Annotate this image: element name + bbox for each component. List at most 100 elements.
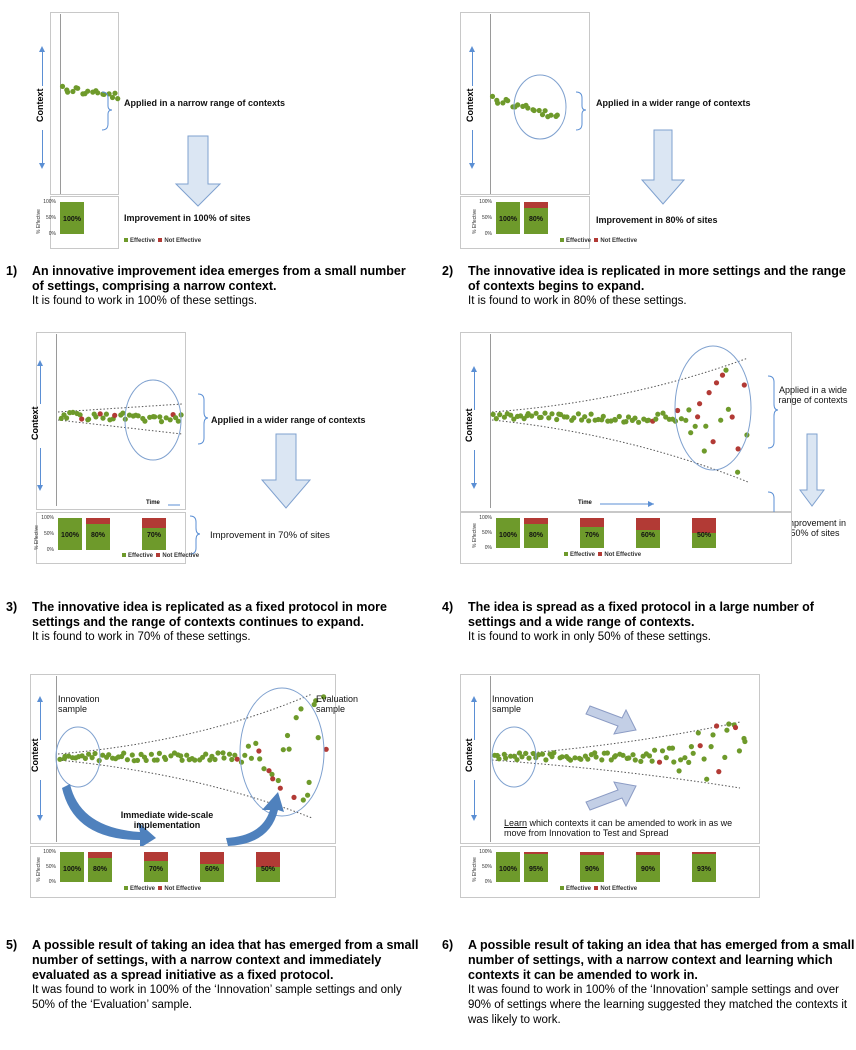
dot-effective [579,417,585,423]
dot-effective [86,751,92,757]
dot-effective [173,415,179,421]
dot-effective [660,410,666,416]
dot-effective [592,750,598,756]
bar-effective [636,855,660,882]
dot-effective [238,759,245,765]
down-arrow-icon [799,433,825,507]
dot-not-effective [697,401,703,407]
bar-effective [58,518,82,550]
bar-label: 60% [640,531,655,539]
dot-effective [58,415,64,421]
dot-effective [275,777,281,784]
tick-label: 0% [484,879,492,885]
dot-effective [558,411,564,418]
dot-effective [686,407,692,413]
dot-not-effective [697,743,703,749]
bar-not-effective [580,518,604,527]
dot-effective [65,89,71,95]
caption-6: 6) A possible result of taking an idea t… [442,938,855,1026]
dot-effective [632,757,638,763]
dot-effective [735,469,741,475]
dot-effective [725,406,731,412]
curved-arrow-icon [62,784,156,848]
dots [57,694,329,803]
dot-effective [321,694,327,700]
dot-not-effective [713,380,720,386]
arrow-head-up-icon [469,46,475,52]
arrow-head-down-icon [471,483,477,489]
innovation-ellipse [55,726,101,788]
dot-effective [669,745,676,751]
down-arrow-icon [174,135,222,207]
legend: Effective Not Effective [124,886,201,892]
context-arrow-up [40,700,41,740]
panel-2: Context Applied in a wider range of cont… [428,0,856,330]
arrow-up-right-icon [585,781,637,811]
note-innovation: Innovation sample [492,694,534,714]
curved-arrow-icon [226,792,284,846]
dot-effective [638,758,644,764]
dot-effective [200,754,206,760]
bar-label: 100% [499,531,517,539]
dot-effective [489,93,496,99]
dot-effective [683,417,689,423]
dot-effective [546,415,552,421]
tick-label: 100% [43,849,56,855]
arrow-head-up-icon [39,46,45,52]
dot-not-effective [234,756,240,762]
dot-effective [261,766,267,772]
dot-not-effective [256,748,262,754]
dot-not-effective [706,390,712,396]
dot-effective [112,90,118,96]
dot-effective [554,112,560,118]
tick-label: 50% [43,531,54,537]
y-axis [56,334,57,506]
dot-effective [704,776,710,782]
tick-label: 100% [41,515,54,521]
bar-label: 50% [260,865,275,873]
dot-effective [184,752,190,758]
dot-effective [280,747,286,753]
bar-not-effective [524,202,548,209]
tick-label: 100% [479,515,492,521]
dot-effective [543,757,549,763]
dot-effective [582,414,588,420]
tick-label: 0% [48,231,56,237]
caption-3: 3) The innovative idea is replicated as … [6,600,387,643]
context-arrow-down [42,130,43,164]
tick-label: 0% [484,545,492,551]
dot-effective [100,415,106,421]
bar-label: 100% [61,532,79,540]
dot-effective [269,771,275,777]
bar-effective [144,861,168,882]
dot-effective [505,98,511,104]
dot-effective [163,756,169,762]
dot-effective [559,754,565,760]
bar-not-effective [200,852,224,864]
dot-effective [232,752,238,758]
note-improvement: Improvement in 80% of sites [596,215,718,225]
bar-label: 80% [92,865,107,873]
bar-not-effective [144,852,168,861]
dot-effective [500,100,506,106]
dot-effective [593,754,599,760]
legend: Effective Not Effective [560,238,637,244]
dot-effective [652,747,658,753]
tick-label: 100% [479,849,492,855]
dot-effective [708,744,714,750]
dot-effective [178,753,184,759]
dot-effective [497,412,503,418]
bar-label: 100% [63,865,81,873]
dot-effective [724,727,730,733]
dot-effective [93,414,99,420]
bar-effective [524,208,548,234]
time-label: Time [146,500,160,506]
dot-not-effective [719,372,726,378]
dot-effective [548,112,554,118]
dot-effective [85,88,91,94]
dot-effective [578,756,584,762]
note-implementation: Immediate wide-scale implementation [120,810,214,830]
dot-effective [688,430,694,436]
arrow-head-down-icon [471,815,477,821]
caption-5: 5) A possible result of taking an idea t… [6,938,419,1011]
